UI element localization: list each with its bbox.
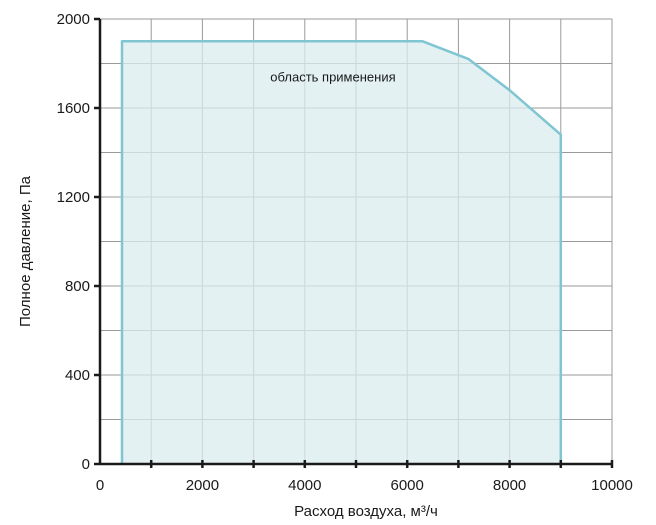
y-tick-label-1200: 1200 <box>57 189 90 206</box>
y-tick-label-400: 400 <box>65 367 90 384</box>
x-tick-label-2000: 2000 <box>186 477 219 494</box>
axis-ticks <box>94 17 614 468</box>
x-tick-label-4000: 4000 <box>288 477 321 494</box>
x-tick-label-0: 0 <box>96 477 104 494</box>
annotation-label: область применения <box>270 69 395 84</box>
x-axis-title: Расход воздуха, м³/ч <box>294 503 438 520</box>
y-axis-title: Полное давление, Па <box>17 175 34 327</box>
y-tick-label-1600: 1600 <box>57 100 90 117</box>
x-tick-labels: 0 2000 4000 6000 8000 10000 <box>96 477 633 494</box>
application-area-fill <box>122 41 561 465</box>
application-area-boundary <box>120 40 563 464</box>
y-tick-label-0: 0 <box>82 456 90 473</box>
y-tick-labels: 0 400 800 1200 1600 2000 <box>57 11 90 473</box>
x-tick-label-6000: 6000 <box>391 477 424 494</box>
x-tick-label-8000: 8000 <box>493 477 526 494</box>
x-tick-label-10000: 10000 <box>591 477 633 494</box>
y-tick-label-800: 800 <box>65 278 90 295</box>
y-tick-label-2000: 2000 <box>57 11 90 28</box>
